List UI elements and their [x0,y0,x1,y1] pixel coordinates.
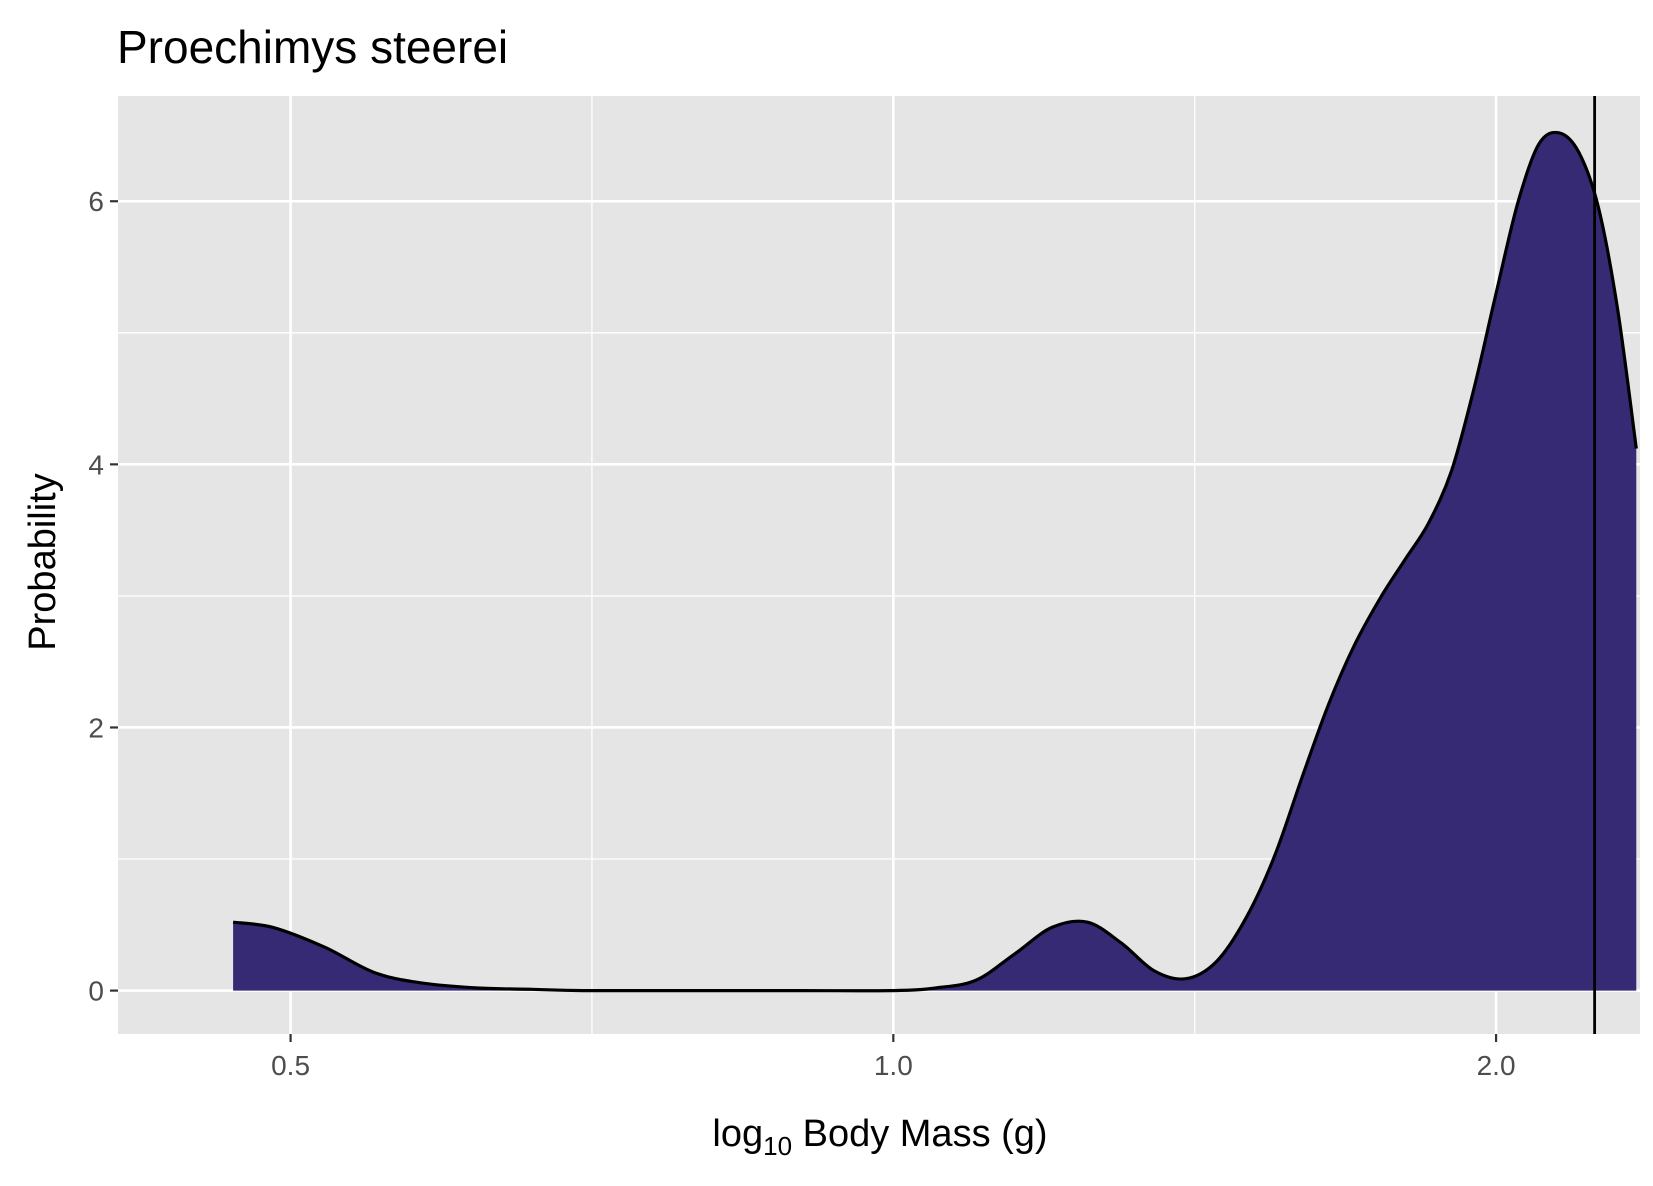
density-area-layer [232,130,1638,993]
chart-title: Proechimys steerei [117,21,508,73]
y-tick-label: 2 [88,712,104,743]
x-axis-title-prefix: log [712,1113,763,1155]
y-axis-title: Probability [22,473,64,650]
y-tick-label: 0 [88,976,104,1007]
x-axis-title-subscript: 10 [763,1131,792,1161]
y-tick-label: 6 [88,186,104,217]
x-tick-label: 1.0 [874,1050,913,1081]
y-tick-label: 4 [88,449,104,480]
axes-layer: 0.5 1.0 2.0 0 2 4 6 [88,186,1515,1081]
x-axis-title: log10 Body Mass (g) [712,1113,1047,1161]
density-curve-line [232,130,1638,993]
x-tick-label: 2.0 [1477,1050,1516,1081]
x-axis-title-suffix: Body Mass (g) [792,1113,1048,1155]
density-area [233,132,1637,991]
x-tick-label: 0.5 [271,1050,310,1081]
